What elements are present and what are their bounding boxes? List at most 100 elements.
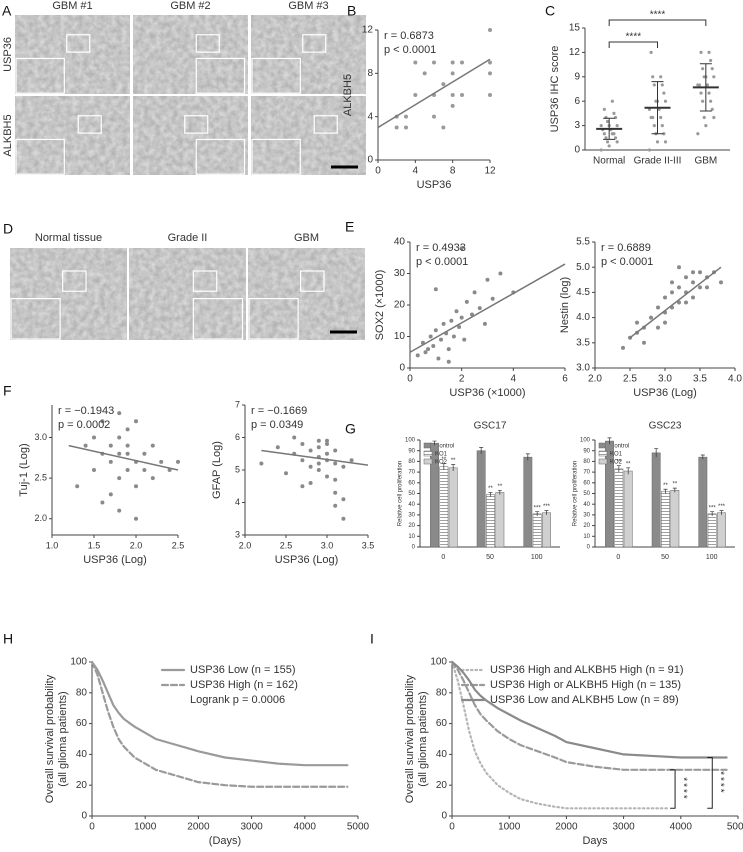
bar: [661, 491, 670, 548]
micrograph-texture: [133, 15, 248, 94]
y-tick-label: 12: [569, 47, 581, 58]
x-tick-label: 0: [89, 822, 95, 833]
point: [316, 445, 321, 450]
column-label: Normal tissue: [35, 232, 102, 244]
point: [488, 93, 492, 97]
point: [602, 132, 606, 136]
x-tick-label: 2000: [555, 822, 578, 833]
x-tick-label: 0: [449, 822, 455, 833]
legend-swatch: [598, 458, 608, 465]
x-axis-label: Days: [582, 835, 608, 847]
point: [108, 443, 113, 448]
x-tick-label: 100: [706, 554, 718, 561]
y-tick-label: 80: [76, 687, 88, 698]
point: [490, 296, 495, 301]
point: [428, 334, 433, 339]
y-tick-label: 100: [430, 657, 447, 668]
point: [125, 451, 130, 456]
error-bar: [663, 488, 668, 494]
point: [462, 337, 467, 342]
point: [702, 115, 706, 120]
y-tick-label: 4: [367, 111, 373, 122]
point: [482, 321, 487, 326]
fit-line: [409, 263, 566, 353]
point: [605, 119, 610, 124]
y-tick-label: 20: [76, 780, 88, 791]
point: [125, 468, 130, 472]
error-bar: [672, 487, 677, 493]
point: [449, 318, 454, 323]
point: [459, 315, 464, 320]
point: [325, 451, 329, 456]
inset-zoom: [251, 57, 301, 94]
y-tick-label: 0: [399, 363, 405, 374]
sd-bar: [699, 63, 712, 112]
point: [698, 270, 702, 275]
y-tick-label: 100: [580, 438, 591, 444]
point: [92, 435, 96, 440]
x-axis-label: (Days): [209, 835, 241, 847]
chart-title: GSC17: [474, 421, 507, 432]
inset-zoom: [251, 138, 301, 175]
panel-label: F: [3, 383, 12, 399]
point: [300, 484, 305, 489]
inset-zoom: [10, 298, 61, 340]
point: [684, 275, 688, 280]
bar: [623, 470, 633, 548]
point: [341, 497, 346, 502]
panel-label: H: [3, 631, 13, 647]
x-axis-label: USP36 (Log): [275, 554, 339, 566]
error-bar: [535, 511, 540, 516]
point: [284, 471, 288, 476]
point: [450, 103, 455, 108]
x-tick-label: 0: [441, 554, 445, 561]
bar: [698, 456, 708, 548]
y-tick-label: 0: [412, 545, 416, 551]
point: [488, 60, 492, 65]
micrograph-texture: [10, 248, 127, 340]
point: [472, 290, 477, 295]
inset-box: [77, 115, 102, 134]
error-bar: [525, 453, 530, 461]
annotation: r = −0.1669: [251, 405, 307, 417]
y-tick-label: 70: [408, 470, 415, 476]
point: [441, 125, 446, 130]
column-label: GBM #1: [52, 0, 92, 12]
inset-box: [302, 34, 327, 53]
point: [615, 140, 619, 144]
point: [663, 320, 667, 325]
legend-label: KO2: [610, 460, 623, 466]
x-tick-label: 3.5: [362, 540, 375, 550]
inset-zoom: [15, 57, 65, 94]
point: [134, 419, 138, 424]
point: [677, 285, 681, 290]
y-tick-label: 80: [583, 459, 590, 465]
point: [691, 295, 695, 300]
point: [394, 125, 399, 130]
point: [433, 328, 438, 333]
point: [431, 343, 436, 348]
point: [485, 277, 490, 282]
inset-box: [66, 34, 91, 53]
point: [413, 60, 418, 65]
point: [316, 468, 321, 472]
y-tick-label: 10: [408, 534, 415, 540]
x-tick-label: 4.0: [728, 374, 742, 385]
point: [117, 411, 122, 416]
annotation: p < 0.0001: [601, 256, 653, 268]
y-axis-label: ALKBH5: [342, 74, 354, 116]
point: [134, 484, 138, 489]
point: [696, 83, 700, 87]
y-tick-label: 0: [574, 145, 580, 156]
annotation: p = 0.0349: [251, 419, 303, 431]
point: [691, 280, 695, 285]
y-tick-label: 80: [436, 687, 448, 698]
point: [333, 477, 338, 482]
annotation: ****: [626, 32, 642, 43]
annotation: r = 0.4933: [416, 242, 466, 254]
y-tick-label: 30: [394, 268, 406, 279]
point: [454, 309, 459, 314]
point: [710, 107, 714, 111]
y-tick-label: 12: [362, 25, 374, 36]
inset-box: [184, 115, 209, 134]
